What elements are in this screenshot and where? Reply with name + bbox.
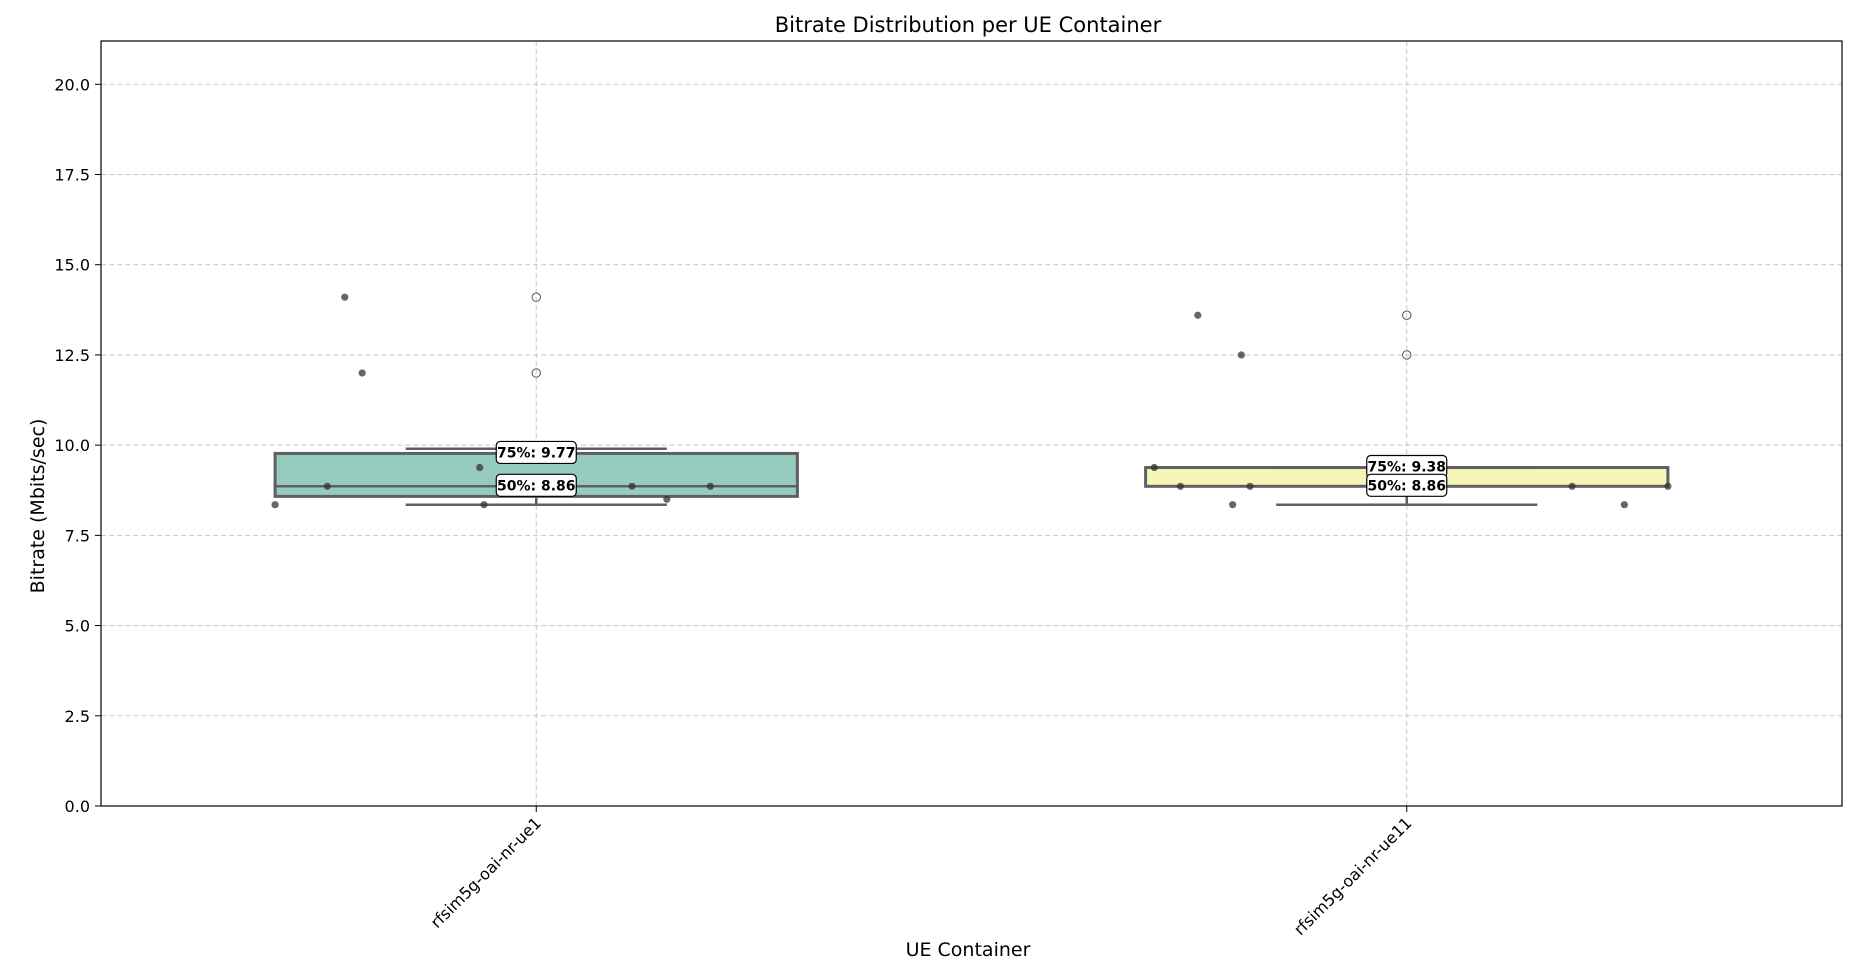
x-tick-label: rfsim5g-oai-nr-ue11 — [1290, 813, 1416, 939]
annotation-box — [495, 440, 577, 465]
y-tick-label: 2.5 — [65, 707, 90, 726]
plot-frame — [100, 40, 1843, 807]
quantile-annotation: 50%: 8.86 — [1366, 473, 1448, 497]
quantile-annotation: 75%: 9.77 — [495, 440, 577, 465]
plot-area: 0.0 2.5 5.0 7.5 10.0 12.5 15.0 17.5 20.0 rfsim5g-… — [54, 40, 1843, 939]
annotation-label: 50%: 8.86 — [1367, 478, 1446, 494]
y-tick-label: 7.5 — [65, 526, 90, 545]
data-point — [341, 293, 349, 301]
data-point — [271, 501, 279, 509]
annotation-box — [1366, 473, 1448, 497]
data-point — [1246, 482, 1254, 490]
y-tick-label: 10.0 — [54, 436, 90, 455]
y-tick-label: 0.0 — [65, 797, 90, 816]
data-point — [1620, 501, 1628, 509]
quantile-annotation: 75%: 9.38 — [1366, 454, 1448, 479]
y-tick-label: 20.0 — [54, 75, 90, 94]
data-point — [1150, 463, 1158, 472]
data-point — [706, 482, 714, 490]
annotation-box — [495, 473, 577, 497]
annotation-label: 50%: 8.86 — [497, 478, 576, 494]
data-point — [323, 482, 331, 490]
data-point — [1176, 482, 1185, 490]
data-point — [358, 369, 366, 377]
outlier-marker — [1402, 350, 1412, 360]
y-tick-label: 12.5 — [54, 346, 90, 365]
data-point — [1237, 351, 1245, 359]
data-point — [663, 495, 671, 503]
data-point — [628, 482, 636, 490]
chart-title: Bitrate Distribution per UE Container — [775, 13, 1162, 37]
y-axis-label: Bitrate (Mbits/sec) — [27, 419, 49, 594]
y-tick-label: 17.5 — [54, 166, 90, 185]
x-tick-label: rfsim5g-oai-nr-ue1 — [427, 813, 545, 931]
outlier-marker — [1402, 310, 1412, 320]
box-group-1: 75%: 9.77 50%: 8.86 — [271, 292, 799, 509]
data-point — [1194, 311, 1202, 319]
annotation-label: 75%: 9.38 — [1367, 460, 1446, 476]
data-point — [1664, 482, 1672, 490]
data-point — [1229, 501, 1237, 509]
quantile-annotation: 50%: 8.86 — [495, 473, 577, 497]
data-point — [1568, 482, 1576, 490]
outlier-marker — [531, 292, 541, 302]
x-axis-label: UE Container — [906, 939, 1031, 961]
outlier-marker — [531, 368, 541, 378]
data-point — [476, 463, 484, 472]
box-group-2: 75%: 9.38 50%: 8.86 — [1144, 310, 1672, 509]
y-tick-label: 5.0 — [65, 617, 90, 636]
y-tick-label: 15.0 — [54, 256, 90, 275]
data-point — [480, 501, 488, 509]
annotation-label: 75%: 9.77 — [497, 445, 576, 461]
